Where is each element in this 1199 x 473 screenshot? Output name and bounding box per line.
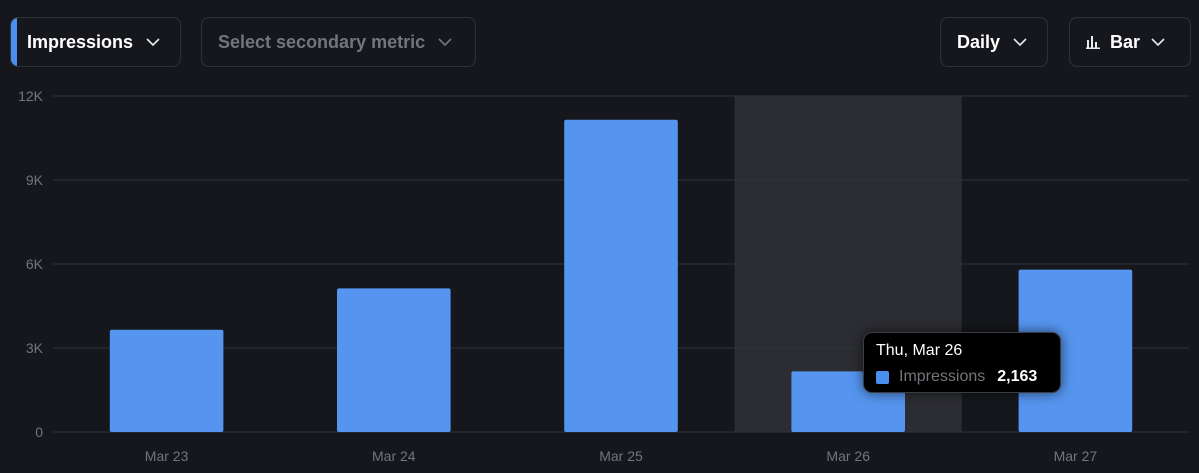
bar-chart-icon bbox=[1086, 36, 1100, 49]
x-tick-label: Mar 24 bbox=[372, 448, 416, 464]
primary-metric-label: Impressions bbox=[27, 31, 134, 52]
secondary-metric-placeholder: Select secondary metric bbox=[218, 31, 426, 52]
bar bbox=[564, 119, 678, 433]
interval-label: Daily bbox=[957, 31, 1001, 52]
y-tick-label: 3K bbox=[26, 340, 44, 356]
chevron-down-icon bbox=[438, 38, 452, 47]
bar bbox=[337, 288, 451, 432]
bar bbox=[109, 329, 224, 432]
y-tick-label: 6K bbox=[26, 256, 44, 272]
tooltip-date: Thu, Mar 26 bbox=[876, 342, 963, 359]
secondary-metric-dropdown[interactable]: Select secondary metric bbox=[201, 17, 476, 67]
chevron-down-icon bbox=[1151, 38, 1165, 47]
x-tick-label: Mar 27 bbox=[1054, 448, 1098, 464]
primary-metric-dropdown[interactable]: Impressions bbox=[10, 17, 181, 67]
chart-type-label: Bar bbox=[1110, 31, 1141, 52]
interval-dropdown[interactable]: Daily bbox=[940, 17, 1048, 67]
y-tick-label: 0 bbox=[35, 424, 43, 440]
y-tick-label: 9K bbox=[26, 172, 44, 188]
tooltip-series-swatch bbox=[876, 370, 889, 384]
x-tick-label: Mar 26 bbox=[826, 448, 870, 464]
chevron-down-icon bbox=[146, 38, 160, 47]
x-tick-label: Mar 25 bbox=[599, 448, 643, 464]
x-tick-label: Mar 23 bbox=[145, 448, 189, 464]
chart-tooltip: Thu, Mar 26 Impressions 2,163 bbox=[863, 332, 1061, 393]
chevron-down-icon bbox=[1013, 38, 1027, 47]
tooltip-value: 2,163 bbox=[997, 368, 1038, 385]
tooltip-row: Impressions 2,163 bbox=[876, 368, 1048, 386]
tooltip-series-label: Impressions bbox=[899, 368, 986, 385]
selected-accent-bar bbox=[11, 18, 17, 66]
chart-type-dropdown[interactable]: Bar bbox=[1069, 17, 1191, 67]
y-tick-label: 12K bbox=[18, 88, 44, 104]
